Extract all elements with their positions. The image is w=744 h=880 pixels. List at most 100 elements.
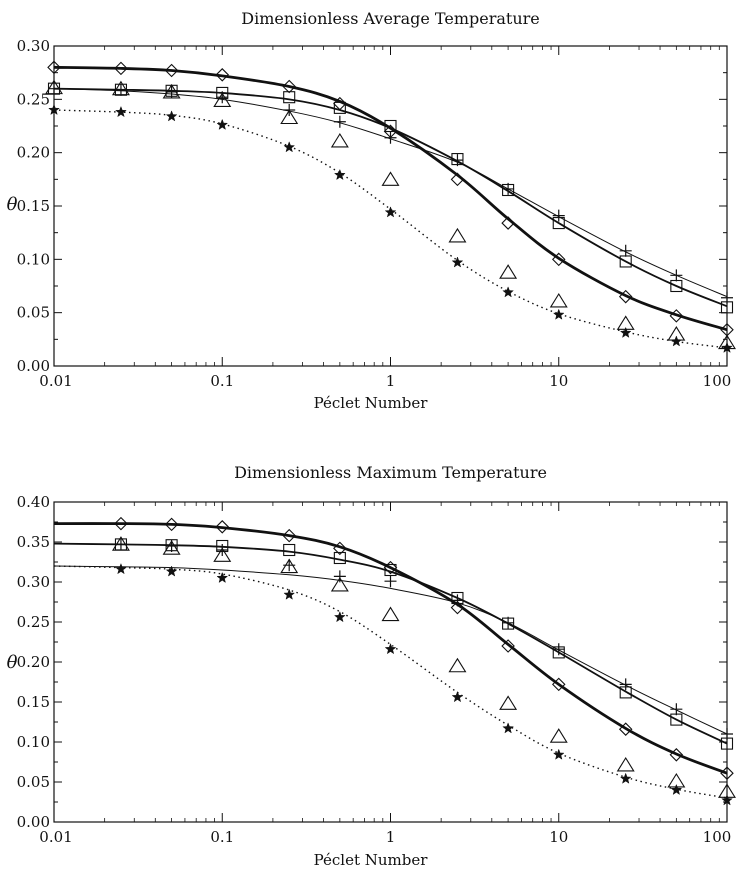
data-point-plus [451, 154, 464, 167]
y-axis-label: θ [7, 652, 18, 673]
data-point-diamond [282, 79, 296, 94]
data-point-star [283, 588, 296, 600]
data-point-plus [670, 703, 683, 716]
data-point-plus [502, 616, 515, 629]
chart-title: Dimensionless Maximum Temperature [234, 463, 547, 482]
data-point-square [333, 551, 346, 565]
y-axis-label: θ [7, 194, 18, 215]
data-point-diamond [114, 61, 128, 76]
data-point-plus [283, 559, 296, 572]
data-point-triangle [381, 171, 400, 186]
data-point-diamond [164, 517, 179, 532]
data-point-star [502, 286, 515, 298]
data-point-diamond [551, 252, 566, 267]
x-tick-label: 100 [703, 372, 732, 390]
data-point-diamond [669, 309, 684, 323]
data-point-diamond [450, 600, 465, 615]
x-tick-label: 1 [386, 828, 396, 846]
data-point-triangle [330, 576, 349, 592]
data-point-star [552, 308, 565, 320]
data-point-plus [619, 678, 632, 691]
chart-panel-2: Dimensionless Maximum Temperature0.000.0… [7, 463, 736, 869]
y-tick-label: 0.40 [17, 493, 50, 511]
data-point-triangle [616, 756, 635, 772]
data-point-plus [721, 291, 733, 304]
y-tick-label: 0.35 [17, 533, 50, 551]
data-point-triangle [162, 540, 181, 555]
chart-panel-1: Dimensionless Average Temperature0.000.0… [7, 9, 736, 412]
data-point-triangle [280, 558, 299, 574]
y-tick-label: 0.10 [17, 733, 50, 751]
data-point-star [283, 141, 296, 153]
series-line-diamond [53, 522, 728, 775]
data-point-plus [670, 269, 683, 282]
data-point-star [165, 110, 178, 122]
series-star [53, 562, 733, 806]
data-point-star [670, 335, 683, 347]
data-point-diamond [501, 639, 515, 653]
data-point-plus [333, 570, 346, 583]
data-point-star [619, 326, 632, 338]
data-point-diamond [501, 216, 515, 230]
data-point-star [48, 103, 60, 116]
data-point-plus [384, 575, 397, 588]
data-point-diamond [618, 722, 633, 736]
x-tick-label: 0.01 [39, 828, 72, 846]
data-point-star [552, 748, 565, 760]
data-point-triangle [45, 79, 63, 95]
series-plus [48, 82, 733, 304]
data-point-plus [384, 131, 397, 144]
data-point-star [502, 722, 515, 734]
data-point-triangle [213, 547, 232, 562]
y-tick-label: 0.30 [17, 37, 50, 55]
data-point-diamond [47, 60, 61, 75]
data-point-diamond [333, 541, 347, 556]
data-point-triangle [549, 728, 568, 743]
data-point-star [333, 610, 346, 623]
data-point-diamond [215, 520, 230, 534]
series-diamond [47, 60, 734, 337]
data-point-diamond [114, 516, 128, 531]
data-point-star [115, 105, 127, 118]
data-point-star [451, 256, 464, 268]
data-point-triangle [162, 83, 181, 99]
data-point-triangle [448, 657, 467, 673]
data-point-triangle [381, 606, 400, 622]
data-point-triangle [549, 292, 568, 308]
y-tick-label: 0.00 [17, 813, 50, 831]
data-point-triangle [499, 264, 518, 279]
data-point-square [283, 543, 296, 557]
data-point-diamond [383, 560, 398, 575]
data-point-diamond [215, 68, 230, 82]
y-tick-label: 0.15 [17, 693, 50, 711]
data-point-diamond [720, 766, 734, 780]
data-point-diamond [282, 528, 296, 543]
data-point-star [384, 642, 397, 655]
x-axis-label: Péclet Number [314, 851, 429, 869]
data-point-diamond [618, 289, 633, 304]
data-point-star [721, 341, 733, 353]
data-point-plus [552, 209, 565, 222]
data-point-star [165, 565, 178, 577]
y-tick-label: 0.00 [17, 357, 50, 375]
y-tick-label: 0.05 [17, 773, 50, 791]
data-point-diamond [669, 748, 684, 762]
y-tick-label: 0.10 [17, 250, 50, 268]
data-point-star [333, 168, 346, 181]
y-tick-label: 0.20 [17, 144, 50, 162]
data-point-plus [114, 83, 127, 96]
y-tick-label: 0.15 [17, 197, 50, 215]
data-point-star [670, 783, 683, 796]
data-point-plus [451, 594, 464, 607]
series-square [47, 82, 734, 314]
series-star [48, 103, 733, 353]
series-line-star [53, 109, 728, 349]
x-tick-label: 10 [549, 828, 568, 846]
data-point-square [333, 101, 346, 114]
data-point-star [115, 562, 127, 575]
data-point-plus [333, 115, 346, 128]
x-tick-label: 100 [703, 828, 732, 846]
data-point-triangle [499, 695, 518, 710]
series-line-square [53, 87, 728, 308]
